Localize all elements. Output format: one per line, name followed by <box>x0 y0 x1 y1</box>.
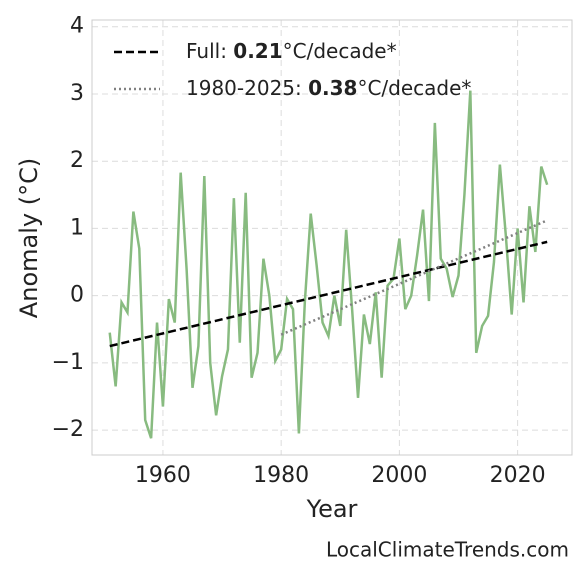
data-line <box>108 90 549 439</box>
trend-line <box>109 240 548 348</box>
y-tick-label: 3 <box>70 81 84 106</box>
legend-suffix: °C/decade* <box>283 39 397 63</box>
legend-suffix: °C/decade* <box>357 76 471 100</box>
trend-line <box>280 219 548 336</box>
x-axis-label: Year <box>306 495 358 523</box>
y-tick-label: −1 <box>52 350 84 375</box>
legend-rate: 0.38 <box>308 76 357 100</box>
legend-prefix: Full: <box>186 39 233 63</box>
legend-prefix: 1980-2025: <box>186 76 308 100</box>
x-tick-label: 2000 <box>371 463 427 488</box>
legend-label: 1980-2025: 0.38°C/decade* <box>186 76 471 100</box>
plot-border <box>91 19 573 456</box>
y-axis-label: Anomaly (°C) <box>15 158 43 318</box>
watermark: LocalClimateTrends.com <box>326 538 569 562</box>
legend-label: Full: 0.21°C/decade* <box>186 39 397 63</box>
y-tick-label: 0 <box>70 283 84 308</box>
y-tick-label: 4 <box>70 14 84 39</box>
legend-rate: 0.21 <box>233 39 282 63</box>
y-tick-label: −2 <box>52 417 84 442</box>
x-tick-label: 2020 <box>490 463 546 488</box>
y-tick-label: 2 <box>70 148 84 173</box>
x-tick-label: 1980 <box>253 463 309 488</box>
x-tick-label: 1960 <box>135 463 191 488</box>
y-tick-label: 1 <box>70 215 84 240</box>
